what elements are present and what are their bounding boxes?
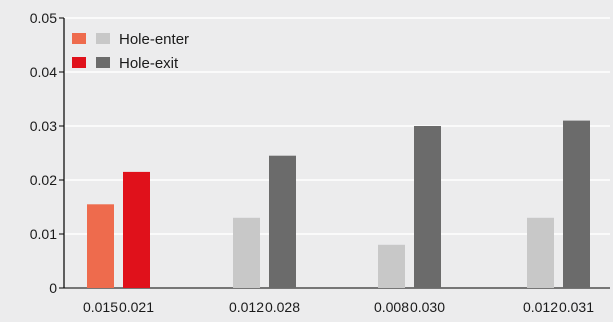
legend-swatch [96, 57, 110, 68]
bar [233, 217, 260, 288]
bar-value-label: 0.030 [410, 299, 445, 315]
bar-value-label: 0.015 [83, 299, 118, 315]
gridlines [64, 17, 610, 235]
bars [87, 120, 590, 288]
y-axis: 0 0.01 0.02 0.03 0.04 0.05 [30, 10, 610, 296]
bar-value-label: 0.031 [559, 299, 594, 315]
bar-value-label: 0.012 [523, 299, 558, 315]
legend-swatch [72, 57, 86, 68]
bar [527, 217, 554, 288]
bar-value-label: 0.021 [119, 299, 154, 315]
y-tick-label: 0.03 [30, 118, 57, 134]
y-tick-label: 0.01 [30, 226, 57, 242]
legend-swatch [72, 33, 86, 44]
y-tick-label: 0.02 [30, 172, 57, 188]
bar-value-label: 0.028 [265, 299, 300, 315]
bar [378, 244, 405, 288]
y-tick-label: 0 [49, 280, 57, 296]
bar [414, 126, 441, 288]
bar [269, 155, 296, 288]
y-tick-label: 0.05 [30, 10, 57, 26]
bar-value-label: 0.012 [229, 299, 264, 315]
bar [123, 171, 150, 288]
legend-label: Hole-enter [119, 31, 189, 48]
y-tick-label: 0.04 [30, 64, 57, 80]
bar [87, 204, 114, 288]
bar-value-label: 0.008 [374, 299, 409, 315]
x-tick-labels: 0.015 0.021 0.012 0.028 0.008 0.030 0.012 0.031 [83, 299, 594, 315]
bar [563, 120, 590, 288]
legend-swatch [96, 33, 110, 44]
legend-label: Hole-exit [119, 55, 179, 72]
legend: Hole-enter Hole-exit [72, 31, 189, 72]
